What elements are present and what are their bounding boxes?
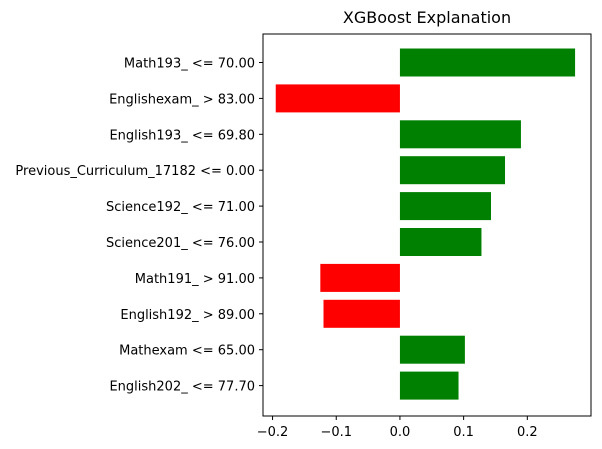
bar-2: [399, 120, 521, 149]
category-label-1: Englishexam_ > 83.00: [109, 92, 255, 107]
bar-5: [399, 228, 482, 256]
chart-title: XGBoost Explanation: [343, 8, 511, 27]
x-tick-label-0: −0.2: [257, 425, 289, 440]
category-label-7: English192_ > 89.00: [120, 308, 255, 323]
category-label-9: English202_ <= 77.70: [109, 380, 255, 395]
category-label-0: Math193_ <= 70.00: [124, 57, 255, 72]
plot-frame: [262, 33, 592, 417]
x-tick-label-4: 0.2: [517, 425, 538, 440]
bar-1: [275, 84, 400, 113]
category-label-8: Mathexam <= 65.00: [119, 344, 255, 359]
category-label-4: Science192_ <= 71.00: [106, 200, 255, 215]
bar-4: [399, 192, 492, 221]
x-tick-label-3: 0.1: [453, 425, 474, 440]
bar-8: [399, 335, 465, 364]
category-label-5: Science201_ <= 76.00: [106, 236, 255, 251]
x-tick-label-2: 0.0: [390, 425, 411, 440]
category-labels-group: Math193_ <= 70.00 Englishexam_ > 83.00 Eng…: [15, 57, 263, 395]
category-label-2: English193_ <= 69.80: [109, 128, 255, 143]
bars-group: [275, 48, 576, 400]
bar-7: [323, 299, 400, 328]
bar-6: [320, 263, 400, 292]
bar-0: [399, 48, 576, 77]
bar-9: [399, 371, 459, 400]
category-label-6: Math191_ > 91.00: [135, 272, 255, 287]
x-ticks-group: −0.2 −0.1 0.0 0.1 0.2: [257, 416, 538, 440]
bar-3: [399, 156, 506, 185]
x-tick-label-1: −0.1: [320, 425, 352, 440]
category-label-3: Previous_Curriculum_17182 <= 0.00: [15, 164, 255, 179]
